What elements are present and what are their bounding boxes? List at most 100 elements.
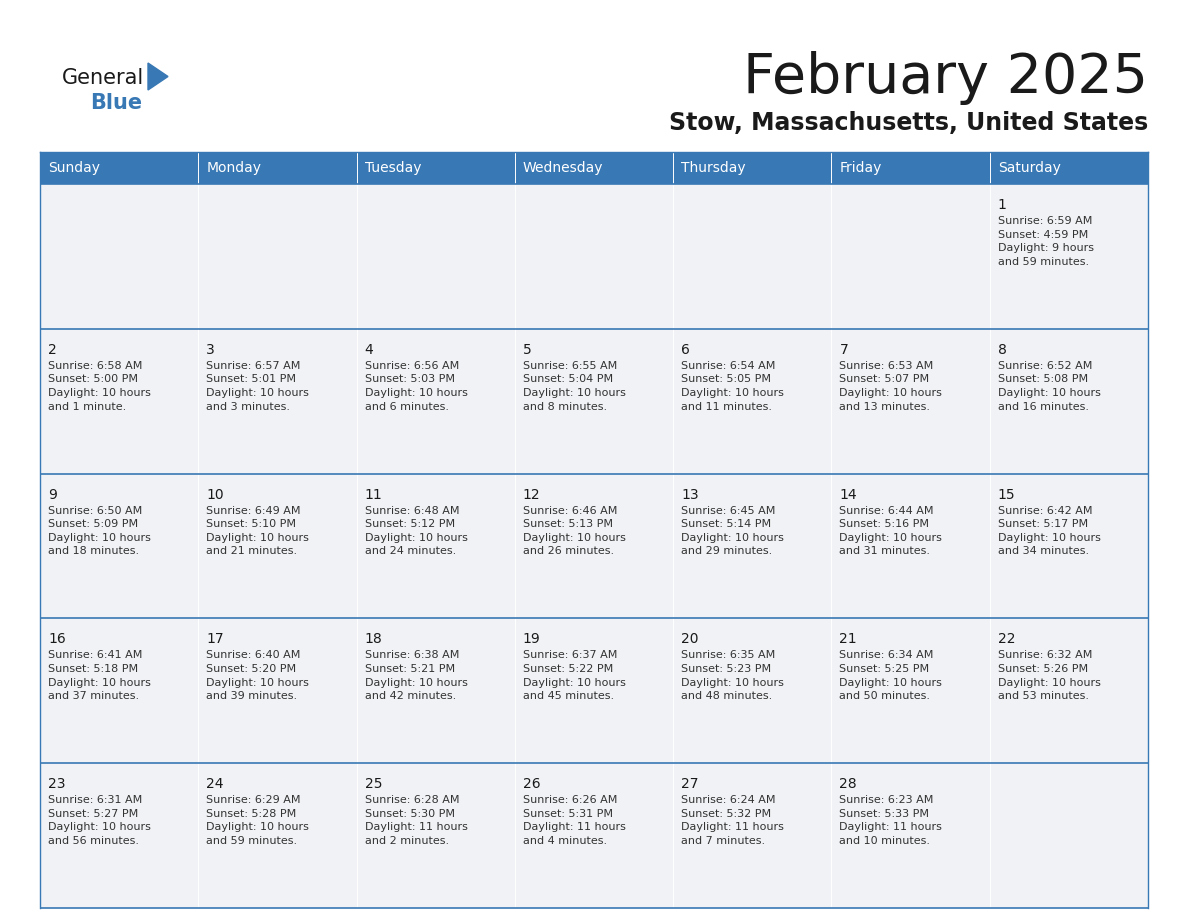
Text: Stow, Massachusetts, United States: Stow, Massachusetts, United States xyxy=(669,111,1148,135)
Bar xyxy=(40,329,198,474)
Text: Sunrise: 6:59 AM
Sunset: 4:59 PM
Daylight: 9 hours
and 59 minutes.: Sunrise: 6:59 AM Sunset: 4:59 PM Dayligh… xyxy=(998,216,1094,267)
Text: 17: 17 xyxy=(207,633,223,646)
Text: Sunrise: 6:24 AM
Sunset: 5:32 PM
Daylight: 11 hours
and 7 minutes.: Sunrise: 6:24 AM Sunset: 5:32 PM Dayligh… xyxy=(681,795,784,846)
Text: Sunrise: 6:56 AM
Sunset: 5:03 PM
Daylight: 10 hours
and 6 minutes.: Sunrise: 6:56 AM Sunset: 5:03 PM Dayligh… xyxy=(365,361,467,411)
Text: February 2025: February 2025 xyxy=(742,51,1148,105)
Bar xyxy=(356,619,514,763)
Text: 28: 28 xyxy=(840,778,857,791)
Bar xyxy=(198,474,356,619)
Bar xyxy=(674,474,832,619)
Text: Sunrise: 6:50 AM
Sunset: 5:09 PM
Daylight: 10 hours
and 18 minutes.: Sunrise: 6:50 AM Sunset: 5:09 PM Dayligh… xyxy=(48,506,151,556)
Text: Sunrise: 6:31 AM
Sunset: 5:27 PM
Daylight: 10 hours
and 56 minutes.: Sunrise: 6:31 AM Sunset: 5:27 PM Dayligh… xyxy=(48,795,151,846)
Bar xyxy=(356,474,514,619)
Bar xyxy=(40,474,198,619)
Bar xyxy=(198,763,356,908)
Text: 1: 1 xyxy=(998,198,1006,212)
Text: Sunrise: 6:26 AM
Sunset: 5:31 PM
Daylight: 11 hours
and 4 minutes.: Sunrise: 6:26 AM Sunset: 5:31 PM Dayligh… xyxy=(523,795,626,846)
Text: 7: 7 xyxy=(840,342,848,357)
Text: Sunrise: 6:53 AM
Sunset: 5:07 PM
Daylight: 10 hours
and 13 minutes.: Sunrise: 6:53 AM Sunset: 5:07 PM Dayligh… xyxy=(840,361,942,411)
Text: 4: 4 xyxy=(365,342,373,357)
Text: 6: 6 xyxy=(681,342,690,357)
Text: Sunrise: 6:48 AM
Sunset: 5:12 PM
Daylight: 10 hours
and 24 minutes.: Sunrise: 6:48 AM Sunset: 5:12 PM Dayligh… xyxy=(365,506,467,556)
Bar xyxy=(990,329,1148,474)
Text: Sunrise: 6:32 AM
Sunset: 5:26 PM
Daylight: 10 hours
and 53 minutes.: Sunrise: 6:32 AM Sunset: 5:26 PM Dayligh… xyxy=(998,650,1100,701)
Text: 23: 23 xyxy=(48,778,65,791)
Text: Sunrise: 6:55 AM
Sunset: 5:04 PM
Daylight: 10 hours
and 8 minutes.: Sunrise: 6:55 AM Sunset: 5:04 PM Dayligh… xyxy=(523,361,626,411)
Text: 10: 10 xyxy=(207,487,223,501)
Bar xyxy=(990,619,1148,763)
Text: Sunrise: 6:35 AM
Sunset: 5:23 PM
Daylight: 10 hours
and 48 minutes.: Sunrise: 6:35 AM Sunset: 5:23 PM Dayligh… xyxy=(681,650,784,701)
Bar xyxy=(40,619,198,763)
Text: Sunrise: 6:45 AM
Sunset: 5:14 PM
Daylight: 10 hours
and 29 minutes.: Sunrise: 6:45 AM Sunset: 5:14 PM Dayligh… xyxy=(681,506,784,556)
Text: Sunrise: 6:37 AM
Sunset: 5:22 PM
Daylight: 10 hours
and 45 minutes.: Sunrise: 6:37 AM Sunset: 5:22 PM Dayligh… xyxy=(523,650,626,701)
Text: Thursday: Thursday xyxy=(681,161,746,175)
Bar xyxy=(40,152,1148,184)
Text: Sunday: Sunday xyxy=(48,161,100,175)
Bar xyxy=(514,329,674,474)
Text: 20: 20 xyxy=(681,633,699,646)
Text: 3: 3 xyxy=(207,342,215,357)
Text: 22: 22 xyxy=(998,633,1016,646)
Text: 15: 15 xyxy=(998,487,1016,501)
Bar xyxy=(674,619,832,763)
Text: 25: 25 xyxy=(365,778,383,791)
Text: 13: 13 xyxy=(681,487,699,501)
Text: Saturday: Saturday xyxy=(998,161,1061,175)
Bar xyxy=(832,619,990,763)
Bar xyxy=(990,474,1148,619)
Bar xyxy=(674,184,832,329)
Bar xyxy=(514,184,674,329)
Bar xyxy=(832,763,990,908)
Text: Monday: Monday xyxy=(207,161,261,175)
Text: Sunrise: 6:46 AM
Sunset: 5:13 PM
Daylight: 10 hours
and 26 minutes.: Sunrise: 6:46 AM Sunset: 5:13 PM Dayligh… xyxy=(523,506,626,556)
Text: Sunrise: 6:44 AM
Sunset: 5:16 PM
Daylight: 10 hours
and 31 minutes.: Sunrise: 6:44 AM Sunset: 5:16 PM Dayligh… xyxy=(840,506,942,556)
Text: 8: 8 xyxy=(998,342,1006,357)
Text: Sunrise: 6:23 AM
Sunset: 5:33 PM
Daylight: 11 hours
and 10 minutes.: Sunrise: 6:23 AM Sunset: 5:33 PM Dayligh… xyxy=(840,795,942,846)
Bar xyxy=(198,619,356,763)
Bar xyxy=(198,184,356,329)
Text: Sunrise: 6:34 AM
Sunset: 5:25 PM
Daylight: 10 hours
and 50 minutes.: Sunrise: 6:34 AM Sunset: 5:25 PM Dayligh… xyxy=(840,650,942,701)
Bar xyxy=(356,763,514,908)
Text: 16: 16 xyxy=(48,633,65,646)
Text: 21: 21 xyxy=(840,633,857,646)
Bar xyxy=(514,619,674,763)
Text: Tuesday: Tuesday xyxy=(365,161,421,175)
Bar xyxy=(674,763,832,908)
Text: Sunrise: 6:58 AM
Sunset: 5:00 PM
Daylight: 10 hours
and 1 minute.: Sunrise: 6:58 AM Sunset: 5:00 PM Dayligh… xyxy=(48,361,151,411)
Polygon shape xyxy=(148,63,168,90)
Text: 12: 12 xyxy=(523,487,541,501)
Bar xyxy=(832,329,990,474)
Text: 24: 24 xyxy=(207,778,223,791)
Text: Friday: Friday xyxy=(840,161,881,175)
Text: 27: 27 xyxy=(681,778,699,791)
Bar xyxy=(514,474,674,619)
Bar xyxy=(198,329,356,474)
Text: 5: 5 xyxy=(523,342,531,357)
Text: 2: 2 xyxy=(48,342,57,357)
Text: Sunrise: 6:41 AM
Sunset: 5:18 PM
Daylight: 10 hours
and 37 minutes.: Sunrise: 6:41 AM Sunset: 5:18 PM Dayligh… xyxy=(48,650,151,701)
Text: 9: 9 xyxy=(48,487,57,501)
Text: General: General xyxy=(62,68,144,88)
Bar xyxy=(356,329,514,474)
Text: Sunrise: 6:40 AM
Sunset: 5:20 PM
Daylight: 10 hours
and 39 minutes.: Sunrise: 6:40 AM Sunset: 5:20 PM Dayligh… xyxy=(207,650,309,701)
Text: Wednesday: Wednesday xyxy=(523,161,604,175)
Text: Sunrise: 6:38 AM
Sunset: 5:21 PM
Daylight: 10 hours
and 42 minutes.: Sunrise: 6:38 AM Sunset: 5:21 PM Dayligh… xyxy=(365,650,467,701)
Bar xyxy=(990,763,1148,908)
Text: 11: 11 xyxy=(365,487,383,501)
Text: 14: 14 xyxy=(840,487,857,501)
Bar xyxy=(832,474,990,619)
Text: Sunrise: 6:52 AM
Sunset: 5:08 PM
Daylight: 10 hours
and 16 minutes.: Sunrise: 6:52 AM Sunset: 5:08 PM Dayligh… xyxy=(998,361,1100,411)
Bar xyxy=(40,763,198,908)
Text: Sunrise: 6:57 AM
Sunset: 5:01 PM
Daylight: 10 hours
and 3 minutes.: Sunrise: 6:57 AM Sunset: 5:01 PM Dayligh… xyxy=(207,361,309,411)
Text: Sunrise: 6:29 AM
Sunset: 5:28 PM
Daylight: 10 hours
and 59 minutes.: Sunrise: 6:29 AM Sunset: 5:28 PM Dayligh… xyxy=(207,795,309,846)
Bar xyxy=(674,329,832,474)
Bar xyxy=(832,184,990,329)
Text: Sunrise: 6:49 AM
Sunset: 5:10 PM
Daylight: 10 hours
and 21 minutes.: Sunrise: 6:49 AM Sunset: 5:10 PM Dayligh… xyxy=(207,506,309,556)
Bar xyxy=(990,184,1148,329)
Text: Sunrise: 6:42 AM
Sunset: 5:17 PM
Daylight: 10 hours
and 34 minutes.: Sunrise: 6:42 AM Sunset: 5:17 PM Dayligh… xyxy=(998,506,1100,556)
Bar xyxy=(356,184,514,329)
Text: Blue: Blue xyxy=(90,93,143,113)
Text: Sunrise: 6:28 AM
Sunset: 5:30 PM
Daylight: 11 hours
and 2 minutes.: Sunrise: 6:28 AM Sunset: 5:30 PM Dayligh… xyxy=(365,795,467,846)
Text: 18: 18 xyxy=(365,633,383,646)
Text: Sunrise: 6:54 AM
Sunset: 5:05 PM
Daylight: 10 hours
and 11 minutes.: Sunrise: 6:54 AM Sunset: 5:05 PM Dayligh… xyxy=(681,361,784,411)
